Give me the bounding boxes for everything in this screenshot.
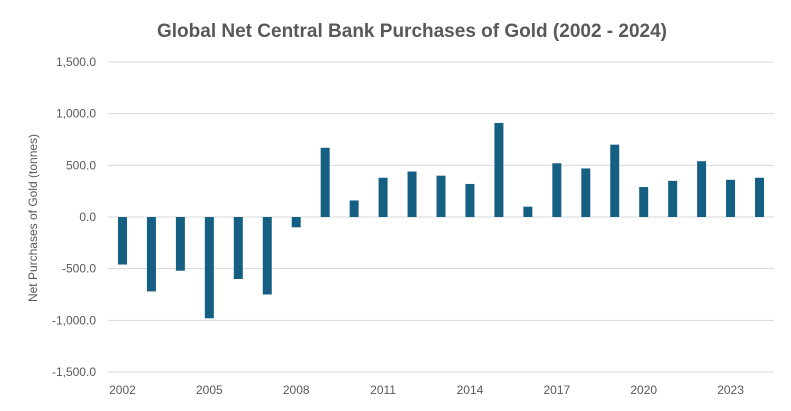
gridlines bbox=[108, 61, 774, 373]
x-tick-label: 2023 bbox=[717, 383, 744, 397]
chart-title: Global Net Central Bank Purchases of Gol… bbox=[157, 21, 667, 42]
x-tick-label: 2014 bbox=[457, 383, 484, 397]
x-tick-label: 2005 bbox=[196, 383, 223, 397]
bar-2022 bbox=[697, 161, 707, 217]
bar-2017 bbox=[552, 163, 562, 217]
x-tick-label: 2020 bbox=[630, 383, 657, 397]
y-tick-label: -500.0 bbox=[62, 262, 96, 276]
y-tick-label: 1,500.0 bbox=[56, 55, 96, 69]
y-tick-label: 0.0 bbox=[79, 210, 96, 224]
bars bbox=[117, 122, 765, 319]
y-tick-labels: 1,500.0 1,000.0 500.0 0.0 -500.0 -1,000.0 -1,5… bbox=[52, 55, 96, 379]
bar-2015 bbox=[494, 122, 504, 217]
x-tick-label: 2011 bbox=[370, 383, 396, 397]
x-tick-label: 2002 bbox=[109, 383, 136, 397]
bar-2009 bbox=[320, 147, 330, 217]
bar-2024 bbox=[755, 177, 765, 217]
bar-2003 bbox=[146, 217, 156, 292]
bar-2004 bbox=[175, 217, 185, 271]
y-tick-label: 500.0 bbox=[66, 158, 96, 172]
x-tick-labels: 2002 2005 2008 2011 2014 2017 2020 2023 bbox=[109, 383, 744, 397]
bar-2012 bbox=[407, 171, 417, 217]
bar-2007 bbox=[262, 217, 272, 295]
y-tick-label: -1,500.0 bbox=[52, 365, 96, 379]
bar-2016 bbox=[523, 206, 533, 217]
bar-2010 bbox=[349, 200, 359, 217]
y-tick-label: 1,000.0 bbox=[56, 107, 96, 121]
bar-2013 bbox=[436, 175, 446, 217]
bar-2020 bbox=[639, 187, 649, 217]
y-tick-label: -1,000.0 bbox=[52, 313, 96, 327]
bar-2021 bbox=[668, 180, 678, 217]
bar-2019 bbox=[610, 144, 620, 217]
bar-2011 bbox=[378, 177, 388, 217]
x-tick-label: 2017 bbox=[543, 383, 570, 397]
y-axis-label: Net Purchases of Gold (tonnes) bbox=[26, 134, 40, 302]
bar-2023 bbox=[726, 179, 736, 217]
bar-2005 bbox=[204, 217, 214, 319]
bar-2018 bbox=[581, 168, 591, 217]
x-tick-label: 2008 bbox=[283, 383, 310, 397]
bar-2002 bbox=[117, 217, 127, 265]
bar-2014 bbox=[465, 183, 475, 217]
bar-2008 bbox=[291, 217, 301, 228]
bar-2006 bbox=[233, 217, 243, 279]
